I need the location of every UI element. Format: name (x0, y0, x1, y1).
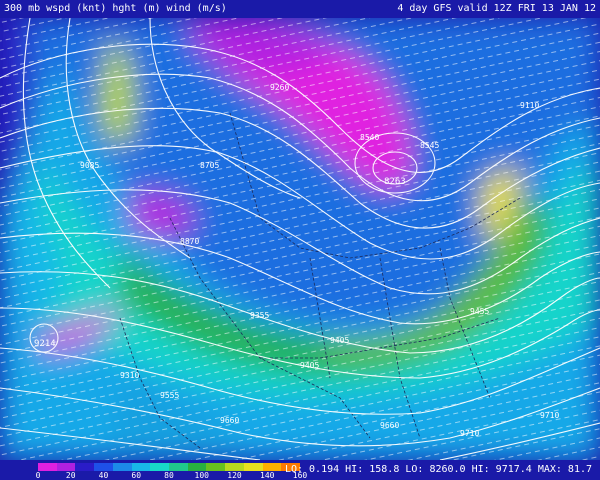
height-label: 9085 (80, 161, 99, 170)
title-bar: 300 mb wspd (knt) hght (m) wind (m/s) 4 … (0, 0, 600, 18)
color-swatch (225, 463, 244, 471)
color-scale-ticks: 0 20 40 60 80 100 120 140 160 (35, 471, 308, 480)
color-swatch (187, 463, 207, 471)
color-swatch (75, 463, 95, 471)
color-swatch (56, 463, 76, 471)
color-swatch (150, 463, 170, 471)
color-scale (38, 463, 301, 471)
height-label: 9355 (250, 311, 269, 320)
field-statistics: LO: 0.194 HI: 158.8 LO: 8260.0 HI: 9717.… (284, 464, 592, 475)
color-swatch (94, 463, 113, 471)
color-swatch (131, 463, 151, 471)
height-label: 9110 (520, 101, 539, 110)
height-label: 9660 (220, 416, 239, 425)
height-label: 8545 (420, 141, 439, 150)
color-swatch (112, 463, 132, 471)
height-label: 8705 (200, 161, 219, 170)
color-swatch (169, 463, 188, 471)
height-label: 8870 (180, 237, 199, 246)
height-label: 9310 (120, 371, 139, 380)
height-label: 9405 (330, 336, 349, 345)
color-scale-tick: 160 (292, 471, 308, 480)
color-swatch (243, 463, 263, 471)
low-center-label: 9214 (34, 339, 56, 349)
height-label: 9660 (380, 421, 399, 430)
color-swatch (262, 463, 282, 471)
chart-title: 300 mb wspd (knt) hght (m) wind (m/s) (4, 3, 227, 14)
height-label: 9260 (270, 83, 289, 92)
color-scale-tick: 120 (227, 471, 242, 480)
color-scale-tick: 0 (35, 471, 41, 480)
height-label: 9405 (300, 361, 319, 370)
weather-map: 8263 9214 9260 9085 8540 8545 8870 9355 … (0, 18, 600, 460)
map-labels: 8263 9214 9260 9085 8540 8545 8870 9355 … (34, 83, 559, 438)
height-label: 9710 (540, 411, 559, 420)
color-swatch (38, 463, 57, 471)
geographic-borders (119, 112, 521, 449)
valid-time-label: 4 day GFS valid 12Z FRI 13 JAN 12 (397, 3, 596, 14)
color-swatch (281, 463, 301, 471)
height-contours (0, 18, 600, 460)
color-scale-tick: 60 (131, 471, 142, 480)
height-label: 9555 (160, 391, 179, 400)
color-scale-tick: 100 (194, 471, 209, 480)
color-scale-tick: 20 (65, 471, 76, 480)
height-label: 8540 (360, 133, 379, 142)
color-scale-tick: 40 (98, 471, 109, 480)
color-swatch (206, 463, 226, 471)
low-center-label: 8263 (384, 177, 406, 187)
bottom-bar: 0 20 40 60 80 100 120 140 160 LO: 0.194 HI: 158.… (0, 460, 600, 480)
height-label: 9710 (460, 429, 479, 438)
color-scale-tick: 80 (164, 471, 174, 480)
color-scale-tick: 140 (260, 471, 275, 480)
height-label: 9455 (470, 307, 489, 316)
